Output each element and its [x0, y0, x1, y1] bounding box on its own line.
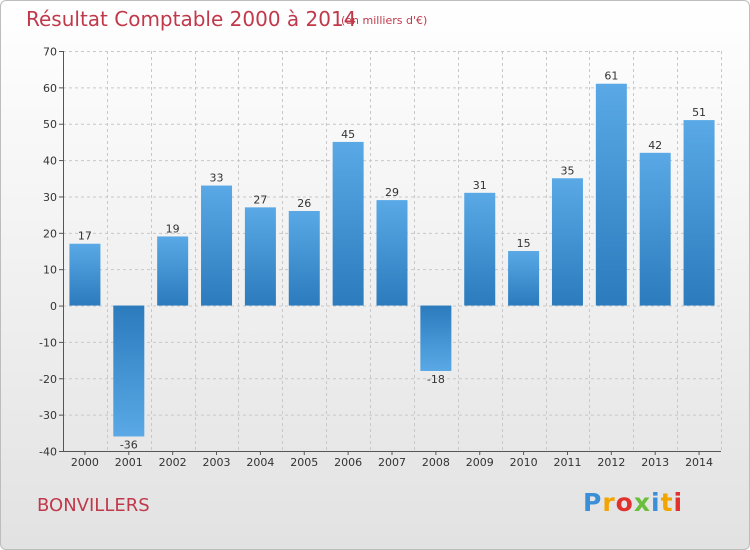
bar [157, 236, 189, 306]
chart-subtitle: (en milliers d'€) [341, 14, 428, 27]
axes [59, 51, 721, 455]
data-label: 15 [517, 237, 531, 250]
x-tick-label: 2001 [115, 456, 143, 469]
data-label: 35 [560, 164, 574, 177]
data-label: 51 [692, 106, 706, 119]
data-label: 45 [341, 128, 355, 141]
logo-letter: x [633, 488, 651, 517]
logo-letter: t [660, 488, 674, 517]
y-tick-label: -30 [39, 409, 57, 422]
bar [201, 185, 233, 306]
y-tick-label: -10 [39, 336, 57, 349]
logo-letter: i [651, 488, 661, 517]
bar [508, 251, 540, 306]
data-label: 19 [166, 222, 180, 235]
data-label: 29 [385, 186, 399, 199]
logo-letter: r [602, 488, 616, 517]
logo-letter: o [615, 488, 634, 517]
bar [551, 178, 583, 306]
y-tick-label: 30 [43, 191, 57, 204]
x-tick-label: 2009 [466, 456, 494, 469]
proxiti-logo: Proxiti [583, 488, 683, 517]
y-tick-label: 20 [43, 227, 57, 240]
y-tick-label: -20 [39, 373, 57, 386]
y-tick-label: 70 [43, 46, 57, 59]
bars [69, 83, 715, 437]
y-tick-label: 10 [43, 264, 57, 277]
data-label: -36 [120, 438, 138, 451]
y-tick-label: 0 [50, 300, 57, 313]
data-label: 42 [648, 139, 662, 152]
bar [376, 200, 408, 306]
data-label: 31 [473, 179, 487, 192]
bar [639, 152, 671, 306]
bar [464, 192, 496, 306]
x-tick-label: 2004 [246, 456, 274, 469]
logo-letter: P [583, 488, 603, 517]
y-tick-label: 60 [43, 82, 57, 95]
x-tick-label: 2000 [71, 456, 99, 469]
x-tick-label: 2002 [159, 456, 187, 469]
bar [420, 305, 452, 371]
bar [244, 207, 276, 306]
chart-title: Résultat Comptable 2000 à 2014 [26, 7, 357, 31]
logo-letter: i [673, 488, 684, 517]
bar [332, 141, 364, 306]
labels: 706050403020100-10-20-30-40172000-362001… [39, 46, 713, 470]
x-tick-label: 2005 [290, 456, 318, 469]
bar [288, 211, 320, 306]
x-tick-label: 2007 [378, 456, 406, 469]
bar [683, 120, 715, 306]
data-label: 27 [253, 193, 267, 206]
x-tick-label: 2003 [203, 456, 231, 469]
x-tick-label: 2010 [510, 456, 538, 469]
x-tick-label: 2012 [597, 456, 625, 469]
y-tick-label: 40 [43, 155, 57, 168]
data-label: -18 [427, 373, 445, 386]
data-label: 61 [604, 70, 618, 83]
data-label: 33 [210, 172, 224, 185]
data-label: 26 [297, 197, 311, 210]
x-tick-label: 2008 [422, 456, 450, 469]
bar [69, 243, 101, 306]
x-tick-label: 2006 [334, 456, 362, 469]
town-name: BONVILLERS [37, 495, 150, 516]
x-tick-label: 2013 [641, 456, 669, 469]
data-label: 17 [78, 230, 92, 243]
bar [595, 83, 627, 306]
bar [113, 305, 145, 437]
x-tick-label: 2011 [553, 456, 581, 469]
y-tick-label: 50 [43, 118, 57, 131]
x-tick-label: 2014 [685, 456, 713, 469]
y-tick-label: -40 [39, 446, 57, 459]
